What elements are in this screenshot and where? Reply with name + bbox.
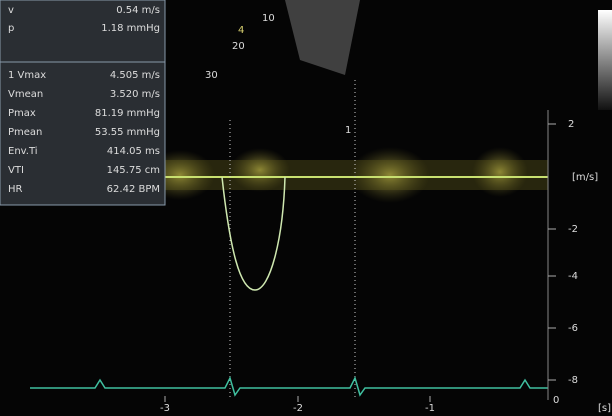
row-label: VTI bbox=[8, 165, 24, 176]
row-value: 62.42 BPM bbox=[107, 184, 160, 195]
cursor-marker: 1 bbox=[345, 125, 351, 136]
row-value: 4.505 m/s bbox=[110, 70, 160, 81]
velocity-label: -8 bbox=[568, 375, 578, 386]
row-label: v bbox=[8, 5, 14, 16]
time-unit: [s] bbox=[598, 403, 611, 414]
gray-scale-bar bbox=[598, 10, 612, 110]
velocity-label: -4 bbox=[568, 271, 578, 282]
ecg-trace bbox=[30, 375, 548, 397]
row-label: HR bbox=[8, 184, 23, 195]
velocity-envelope bbox=[221, 176, 286, 291]
velocity-zero: 0 bbox=[553, 395, 559, 406]
row-value: 145.75 cm bbox=[107, 165, 160, 176]
sector-label: 4 bbox=[238, 25, 244, 36]
time-label: -3 bbox=[160, 403, 170, 414]
spectrum-band bbox=[350, 147, 430, 203]
spectrum-band bbox=[472, 147, 528, 197]
row-label: Pmean bbox=[8, 127, 42, 138]
spectrum-band bbox=[230, 148, 290, 192]
row-value: 81.19 mmHg bbox=[95, 108, 160, 119]
time-label: -1 bbox=[425, 403, 435, 414]
row-value: 3.520 m/s bbox=[110, 89, 160, 100]
row-value: 53.55 mmHg bbox=[95, 127, 160, 138]
row-label: Vmean bbox=[8, 89, 43, 100]
velocity-unit: [m/s] bbox=[572, 172, 598, 183]
sector-label: 10 bbox=[262, 13, 275, 24]
row-label: 1 Vmax bbox=[8, 70, 46, 81]
row-value: 414.05 ms bbox=[107, 146, 160, 157]
velocity-label: 2 bbox=[568, 119, 574, 130]
sector-image bbox=[285, 0, 360, 75]
row-value: 1.18 mmHg bbox=[101, 23, 160, 34]
row-label: p bbox=[8, 23, 14, 34]
measurement-panel bbox=[0, 0, 166, 206]
time-label: -2 bbox=[293, 403, 303, 414]
sector-label: 30 bbox=[205, 70, 218, 81]
row-value: 0.54 m/s bbox=[116, 5, 160, 16]
row-label: Pmax bbox=[8, 108, 36, 119]
sector-label: 20 bbox=[232, 41, 245, 52]
velocity-label: -6 bbox=[568, 323, 578, 334]
row-label: Env.Ti bbox=[8, 146, 38, 157]
velocity-label: -2 bbox=[568, 224, 578, 235]
